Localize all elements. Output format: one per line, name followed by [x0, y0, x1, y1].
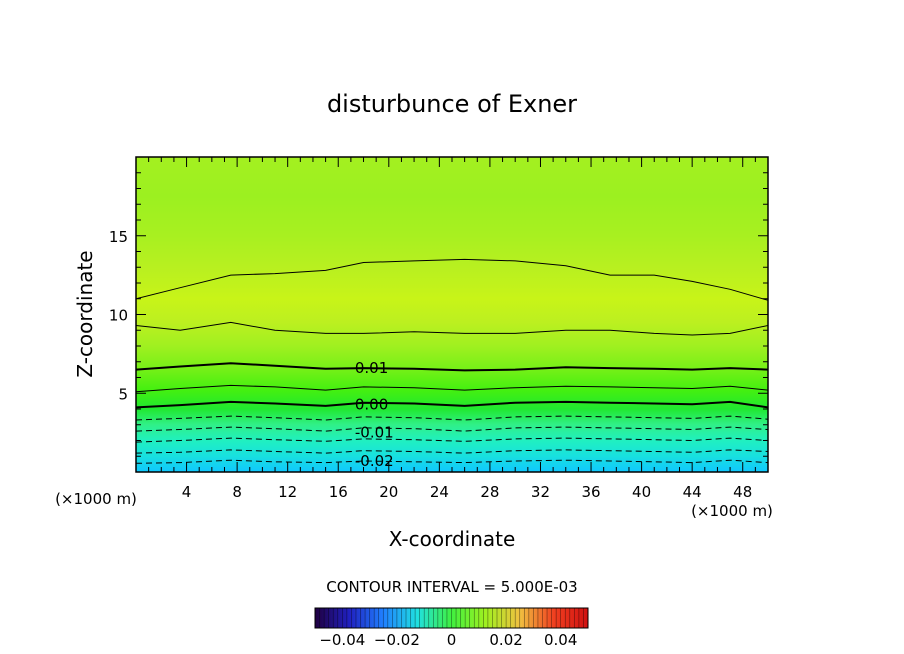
x-tick-label: 40	[632, 483, 651, 501]
field-fill	[136, 157, 768, 472]
x-tick-label: 8	[232, 483, 242, 501]
plot-area: 0.010.00-0.01-0.02 4 8 12 16 20 24 28 32 36 40 44 4…	[109, 156, 769, 501]
x-tick-label: 48	[733, 483, 752, 501]
colorbar-tick-label: 0	[447, 631, 457, 649]
contour-line	[136, 426, 768, 432]
colorbar-labels: −0.04 −0.02 0 0.02 0.04	[319, 631, 577, 649]
colorbar-stripes	[319, 608, 584, 628]
y-tick-label: 15	[109, 228, 128, 246]
contour-label: -0.01	[355, 424, 394, 442]
y-axis-label: Z-coordinate	[73, 250, 97, 377]
contour-line	[136, 384, 768, 393]
y-tick-label: 5	[118, 385, 128, 403]
x-tick-label: 16	[329, 483, 348, 501]
x-tick-label: 20	[379, 483, 398, 501]
x-tick-label: 28	[480, 483, 499, 501]
contour-labels: 0.01 0.00 -0.01 -0.02	[355, 359, 394, 470]
colorbar-tick-label: −0.04	[319, 631, 365, 649]
colorbar-frame	[314, 607, 589, 629]
x-unit-right: (×1000 m)	[691, 502, 773, 520]
contour-line	[136, 258, 768, 301]
y-tick-label: 10	[109, 307, 128, 325]
contour-line	[136, 437, 768, 443]
contour-label: -0.02	[355, 452, 394, 470]
colorbar-tick-label: −0.02	[374, 631, 420, 649]
contour-label: 0.00	[355, 395, 388, 413]
contour-interval-text: CONTOUR INTERVAL = 5.000E-03	[326, 578, 577, 596]
contour-line	[136, 459, 768, 464]
contour-line	[136, 415, 768, 421]
contour-label: 0.01	[355, 359, 388, 377]
x-tick-label: 44	[683, 483, 702, 501]
x-tick-label: 32	[531, 483, 550, 501]
colorbar: −0.04 −0.02 0 0.02 0.04	[314, 607, 589, 649]
x-tick-label: 12	[278, 483, 297, 501]
contour-line	[136, 321, 768, 336]
x-axis-label: X-coordinate	[389, 527, 516, 551]
x-tick-label: 24	[430, 483, 449, 501]
colorbar-tick-label: 0.02	[489, 631, 522, 649]
x-tick-label: 4	[182, 483, 192, 501]
x-tick-label: 36	[581, 483, 600, 501]
x-axis-ticks: 4 8 12 16 20 24 28 32 36 40 44 48	[148, 157, 756, 501]
contour-line	[136, 449, 768, 454]
contour-lines	[136, 258, 768, 464]
chart-title: disturbunce of Exner	[327, 90, 577, 118]
colorbar-tick-label: 0.04	[544, 631, 577, 649]
y-axis-ticks: 5 10 15	[109, 172, 768, 457]
contour-line	[136, 400, 768, 409]
contour-line	[136, 362, 768, 372]
x-unit-left: (×1000 m)	[55, 490, 137, 508]
